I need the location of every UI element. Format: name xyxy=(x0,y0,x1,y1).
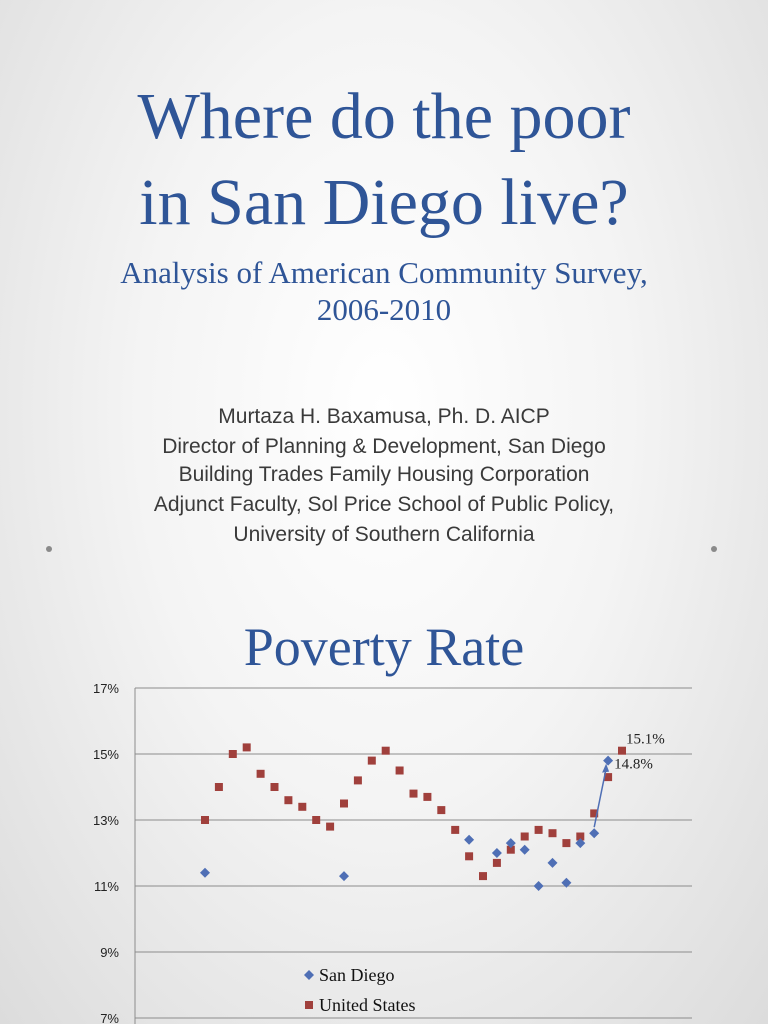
trend-arrow xyxy=(593,768,607,828)
author-role-line-1: Director of Planning & Development, San … xyxy=(162,435,606,458)
slide-title-line-2: in San Diego live? xyxy=(139,166,629,239)
san-diego-point xyxy=(505,838,516,849)
united-states-point xyxy=(604,773,613,782)
author-role-line-2: Building Trades Family Housing Corporati… xyxy=(178,463,590,486)
y-tick-label: 15% xyxy=(93,747,119,762)
united-states-point xyxy=(353,776,362,785)
united-states-point xyxy=(284,796,293,805)
united-states-point xyxy=(618,746,626,755)
chart-title: Poverty Rate xyxy=(243,617,525,677)
united-states-point xyxy=(465,852,474,861)
subtitle-line-1: Analysis of American Community Survey, xyxy=(120,255,648,290)
y-tick-label: 7% xyxy=(100,1011,119,1024)
slide-title: Where do the poor in San Diego live? xyxy=(0,74,768,246)
author-block: Murtaza H. Baxamusa, Ph. D. AICP Directo… xyxy=(0,401,768,549)
san-diego-point xyxy=(533,881,544,891)
y-tick-label: 17% xyxy=(93,681,119,696)
united-states-point xyxy=(437,806,446,815)
united-states-point xyxy=(395,766,404,775)
trend-arrow-head xyxy=(602,763,610,773)
united-states-point xyxy=(451,825,460,834)
san-diego-point xyxy=(200,867,210,878)
united-states-point xyxy=(520,832,529,841)
title-slide: Where do the poor in San Diego live? Ana… xyxy=(0,74,768,552)
united-states-point xyxy=(270,783,279,791)
united-states-point xyxy=(298,802,307,811)
chart-y-axis-labels: 17% 15% 13% 11% 9% 7% xyxy=(93,681,119,1024)
san-diego-point xyxy=(575,838,586,849)
author-name: Murtaza H. Baxamusa, Ph. D. AICP xyxy=(218,405,550,428)
san-diego-point xyxy=(603,755,614,766)
slide-title-line-1: Where do the poor xyxy=(137,80,631,153)
chart-marks: 15.1% 14.8% xyxy=(200,732,665,891)
united-states-point xyxy=(423,792,432,801)
united-states-point xyxy=(326,822,335,831)
united-states-point xyxy=(201,816,209,824)
united-states-point xyxy=(479,872,487,881)
united-states-point xyxy=(214,783,223,791)
san-diego-point xyxy=(339,871,349,882)
author-affiliation-line-2: University of Southern California xyxy=(233,523,535,546)
united-states-point xyxy=(228,750,237,758)
slide-subtitle: Analysis of American Community Survey, 2… xyxy=(0,254,768,328)
san-diego-point xyxy=(547,857,558,868)
united-states-point xyxy=(367,756,376,765)
y-tick-label: 9% xyxy=(100,945,119,960)
chart-legend: San Diego United States xyxy=(304,965,416,1015)
left-bullet-icon xyxy=(46,546,52,552)
san-diego-point xyxy=(491,848,502,858)
united-states-point xyxy=(576,832,585,841)
legend-united-states-marker xyxy=(305,1001,313,1009)
data-label: 15.1% xyxy=(626,732,665,748)
legend-san-diego-label: San Diego xyxy=(319,965,395,985)
united-states-point xyxy=(506,845,515,854)
united-states-point xyxy=(409,789,418,798)
united-states-point xyxy=(312,816,321,824)
chart-gridlines xyxy=(134,687,692,1024)
united-states-point xyxy=(590,809,599,818)
san-diego-point xyxy=(519,844,530,855)
united-states-point xyxy=(340,799,348,808)
subtitle-line-2: 2006-2010 xyxy=(316,292,452,327)
y-tick-label: 11% xyxy=(94,879,119,894)
united-states-point xyxy=(562,839,571,848)
san-diego-point xyxy=(464,834,475,845)
y-tick-label: 13% xyxy=(93,813,119,828)
poverty-rate-chart: 17% 15% 13% 11% 9% 7% 15.1% 14.8% San Diego Uni… xyxy=(93,681,692,1024)
legend-san-diego-marker xyxy=(304,970,314,980)
united-states-point xyxy=(548,829,557,838)
legend-united-states-label: United States xyxy=(319,995,416,1015)
data-label: 14.8% xyxy=(614,757,653,773)
united-states-point xyxy=(256,769,265,778)
san-diego-point xyxy=(561,877,572,888)
author-affiliation-line-1: Adjunct Faculty, Sol Price School of Pub… xyxy=(153,493,615,516)
united-states-point xyxy=(242,743,251,752)
united-states-point xyxy=(381,746,390,755)
san-diego-point xyxy=(589,828,600,839)
united-states-point xyxy=(492,858,501,867)
united-states-point xyxy=(534,825,543,834)
right-bullet-icon xyxy=(711,546,717,552)
